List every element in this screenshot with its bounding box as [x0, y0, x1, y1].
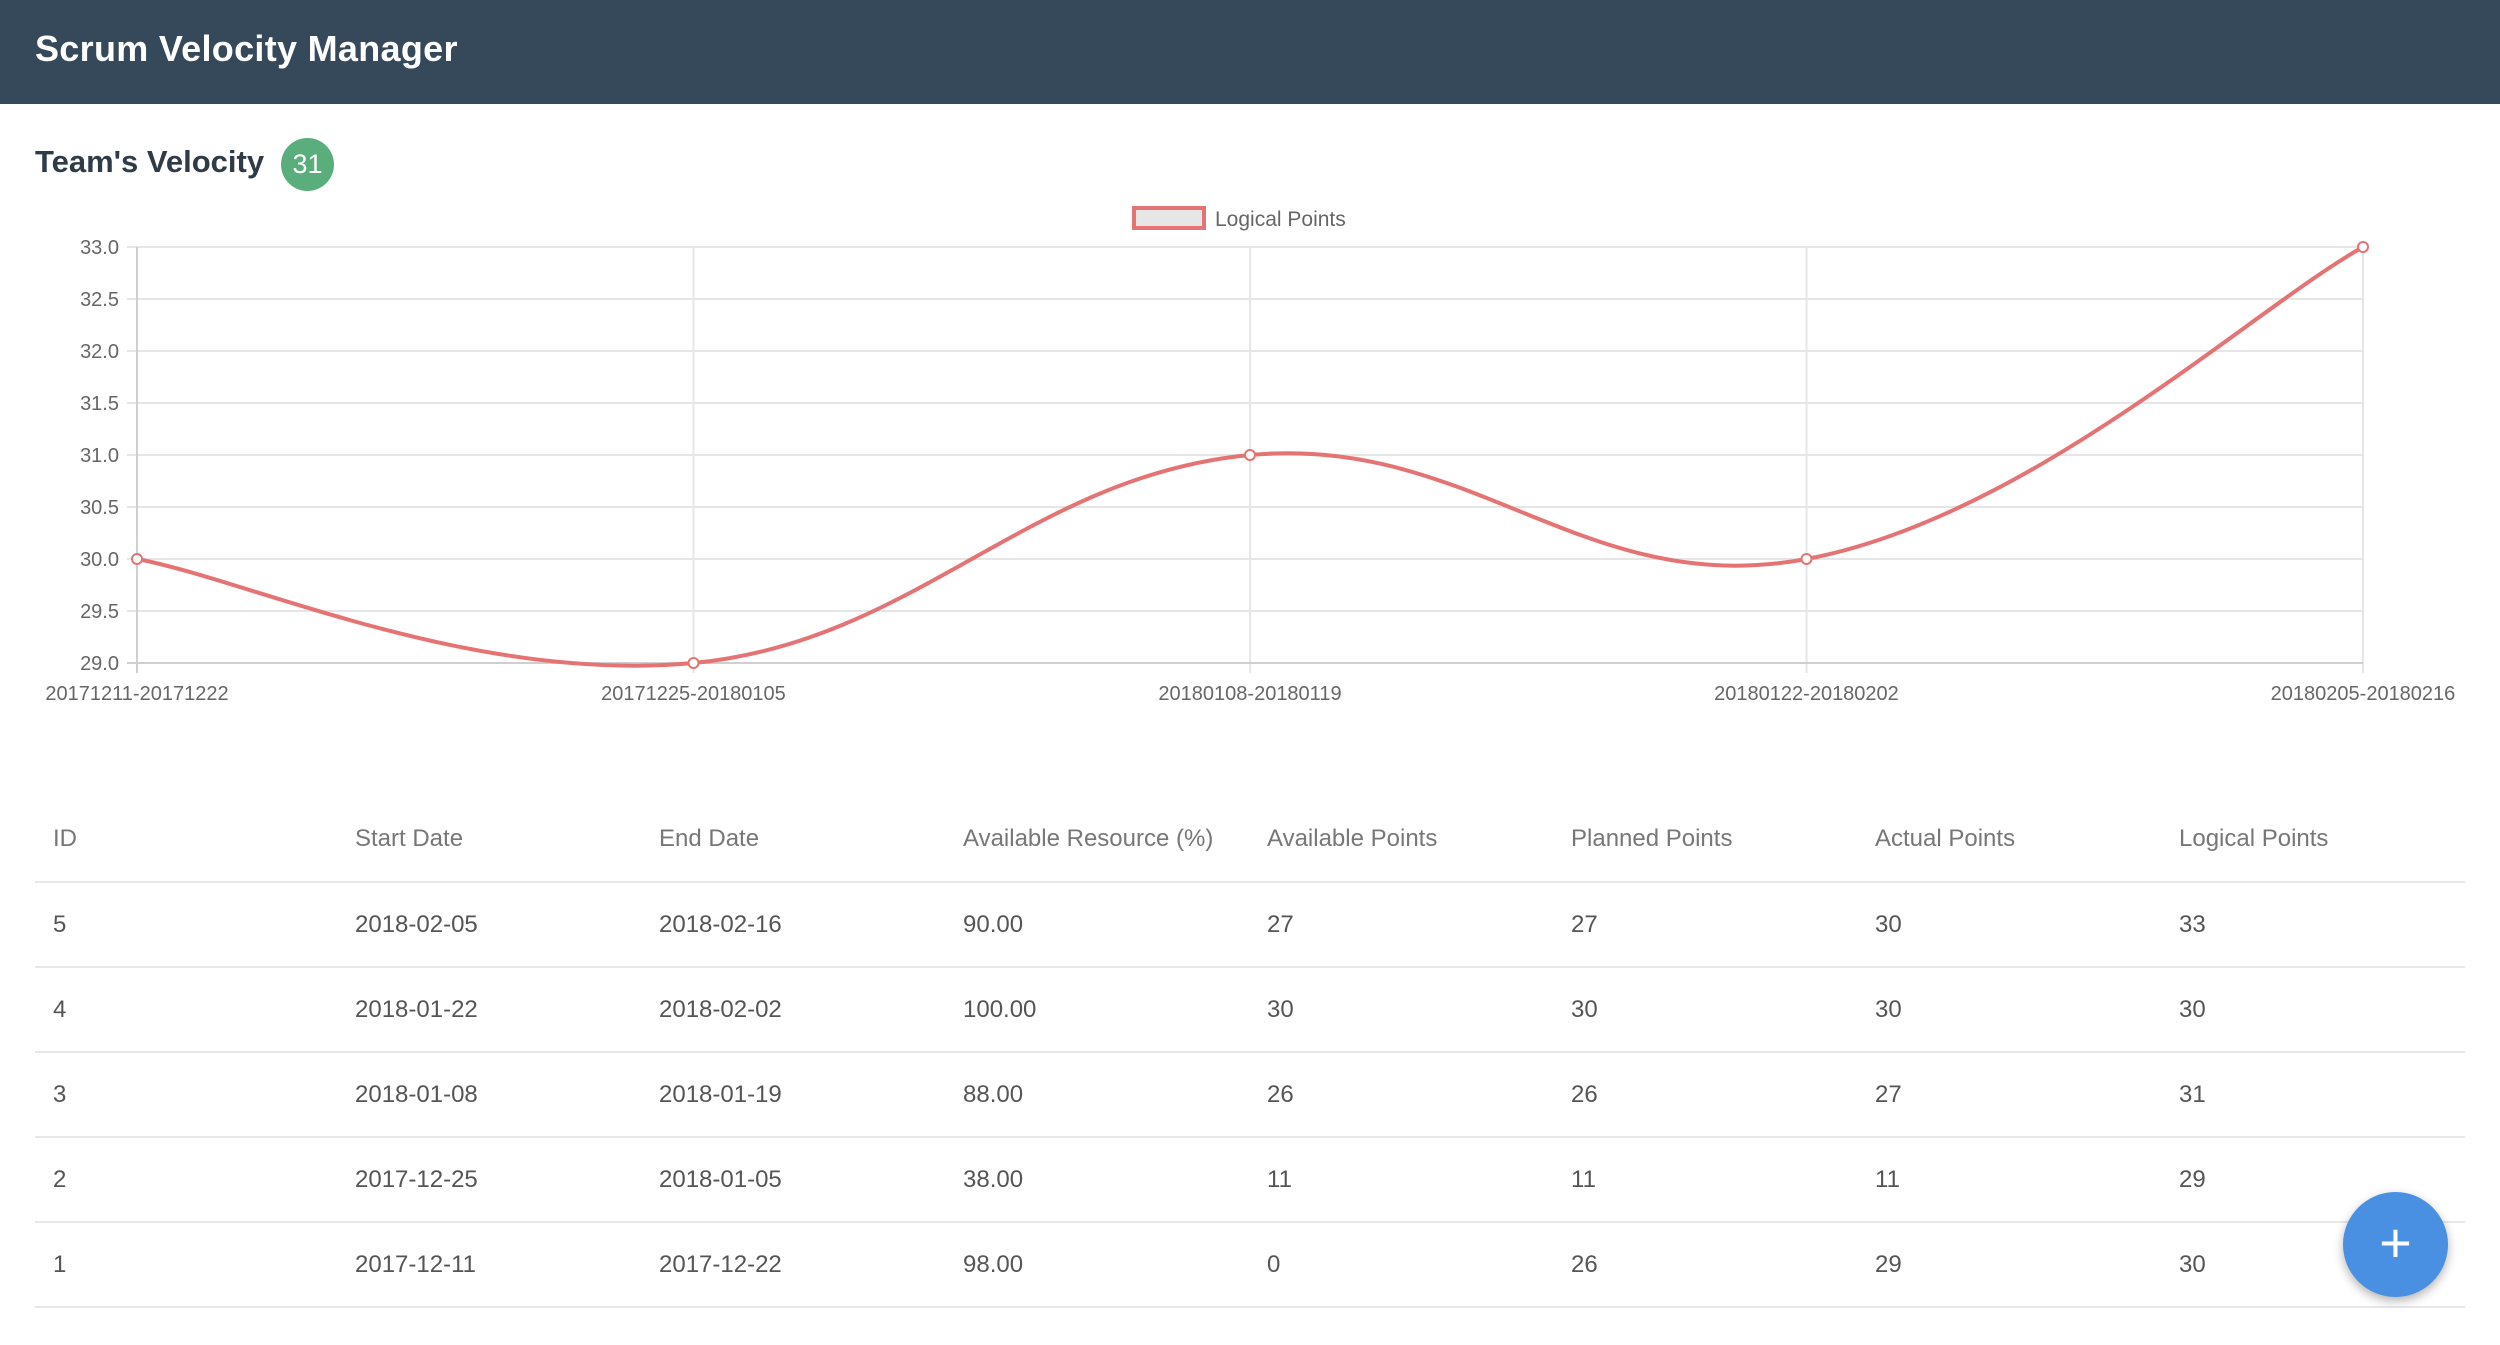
column-header: End Date — [659, 825, 760, 852]
data-point[interactable] — [2357, 241, 2369, 253]
x-tick-label: 20171211-20171222 — [45, 683, 228, 705]
velocity-badge: 31 — [281, 138, 334, 191]
table-cell: 27 — [1875, 1081, 1902, 1108]
table-cell: 26 — [1571, 1081, 1598, 1108]
table-cell: 31 — [2179, 1081, 2206, 1108]
table-cell: 3 — [53, 1081, 67, 1108]
table-cell: 2018-01-19 — [659, 1081, 782, 1108]
column-header: Available Points — [1267, 825, 1438, 852]
table-row[interactable]: 2 2017-12-25 2018-01-05 38.00 11 11 11 29 — [35, 1138, 2465, 1223]
table-cell: 2018-02-02 — [659, 996, 782, 1023]
table-cell: 38.00 — [963, 1166, 1024, 1193]
table-cell: 27 — [1267, 911, 1294, 938]
table-cell: 2 — [53, 1166, 67, 1193]
section-title: Team's Velocity — [35, 144, 265, 179]
table-cell: 30 — [1267, 996, 1294, 1023]
table-cell: 30 — [1571, 996, 1598, 1023]
table-cell: 29 — [2179, 1166, 2206, 1193]
y-tick-label: 29.0 — [80, 653, 119, 675]
table-cell: 0 — [1267, 1251, 1281, 1278]
table-cell: 98.00 — [963, 1251, 1024, 1278]
table-cell: 4 — [53, 996, 67, 1023]
x-tick-label: 20171225-20180105 — [601, 683, 786, 705]
table-cell: 26 — [1267, 1081, 1294, 1108]
table-cell: 5 — [53, 911, 67, 938]
table-cell: 27 — [1571, 911, 1598, 938]
table-cell: 11 — [1875, 1166, 1900, 1193]
column-header: Planned Points — [1571, 825, 1733, 852]
table-cell: 11 — [1267, 1166, 1292, 1193]
velocity-chart: 29.0 29.5 30.0 30.5 31.0 31.5 32.0 32.5 33.0 2017… — [45, 206, 2456, 705]
table-cell: 90.00 — [963, 911, 1024, 938]
add-sprint-button[interactable]: + — [2343, 1192, 2448, 1297]
table-cell: 2018-02-05 — [355, 911, 478, 938]
table-cell: 100.00 — [963, 996, 1037, 1023]
y-tick-label: 31.5 — [80, 393, 119, 415]
table-cell: 11 — [1571, 1166, 1596, 1193]
plus-icon: + — [2379, 1211, 2412, 1274]
x-tick-label: 20180108-20180119 — [1158, 683, 1341, 705]
column-header: Logical Points — [2179, 825, 2329, 852]
table-cell: 2017-12-11 — [355, 1251, 476, 1278]
table-header-row: ID Start Date End Date Available Resource (… — [35, 797, 2465, 883]
column-header: Start Date — [355, 825, 464, 852]
table-row[interactable]: 3 2018-01-08 2018-01-19 88.00 26 26 27 31 — [35, 1053, 2465, 1138]
table-cell: 88.00 — [963, 1081, 1024, 1108]
column-header: Actual Points — [1875, 825, 2016, 852]
chart-grid — [127, 246, 2364, 673]
table-cell: 30 — [1875, 996, 1902, 1023]
table-cell: 1 — [53, 1251, 67, 1278]
table-row[interactable]: 4 2018-01-22 2018-02-02 100.00 30 30 30 30 — [35, 968, 2465, 1053]
y-tick-label: 30.5 — [80, 497, 119, 519]
table-cell: 33 — [2179, 911, 2206, 938]
table-cell: 2018-01-22 — [355, 996, 478, 1023]
app-header: Scrum Velocity Manager — [0, 0, 2500, 104]
x-tick-label: 20180122-20180202 — [1714, 683, 1899, 705]
table-cell: 26 — [1571, 1251, 1598, 1278]
data-point[interactable] — [1244, 449, 1256, 461]
y-tick-label: 32.0 — [80, 341, 119, 363]
table-row[interactable]: 5 2018-02-05 2018-02-16 90.00 27 27 30 33 — [35, 883, 2465, 968]
y-tick-label: 30.0 — [80, 549, 119, 571]
y-tick-label: 29.5 — [80, 601, 119, 623]
app-title: Scrum Velocity Manager — [35, 28, 458, 69]
table-cell: 2018-02-16 — [659, 911, 782, 938]
table-body: 5 2018-02-05 2018-02-16 90.00 27 27 30 33 4 2018-… — [35, 883, 2465, 1308]
legend-swatch — [1132, 206, 1206, 230]
chart-legend[interactable]: Logical Points — [1132, 206, 1346, 231]
table-cell: 2018-01-08 — [355, 1081, 478, 1108]
legend-label: Logical Points — [1215, 208, 1346, 231]
table-cell: 30 — [2179, 1251, 2206, 1278]
y-tick-label: 32.5 — [80, 289, 119, 311]
sprint-table: ID Start Date End Date Available Resource (… — [35, 797, 2465, 1308]
table-cell: 2018-01-05 — [659, 1166, 782, 1193]
table-cell: 2017-12-22 — [659, 1251, 782, 1278]
y-tick-label: 31.0 — [80, 445, 119, 467]
column-header: ID — [53, 825, 77, 852]
table-cell: 29 — [1875, 1251, 1902, 1278]
table-cell: 30 — [2179, 996, 2206, 1023]
data-point[interactable] — [131, 553, 143, 565]
y-tick-label: 33.0 — [80, 237, 119, 259]
x-tick-label: 20180205-20180216 — [2271, 683, 2456, 705]
table-row[interactable]: 1 2017-12-11 2017-12-22 98.00 0 26 29 30 — [35, 1223, 2465, 1308]
data-point[interactable] — [1800, 553, 1813, 565]
column-header: Available Resource (%) — [963, 825, 1214, 852]
data-point[interactable] — [687, 657, 700, 669]
table-cell: 30 — [1875, 911, 1902, 938]
table-cell: 2017-12-25 — [355, 1166, 478, 1193]
